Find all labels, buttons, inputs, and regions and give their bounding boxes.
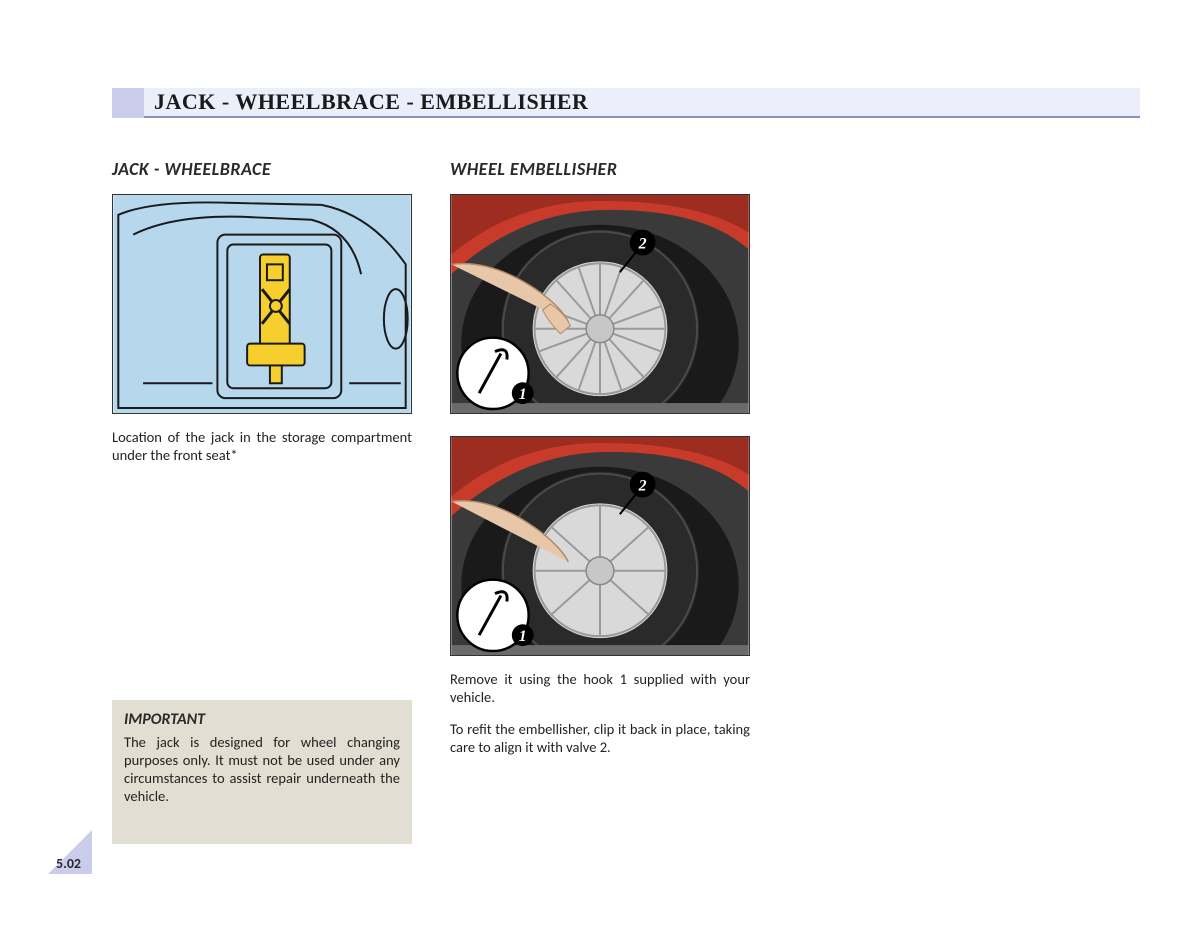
callout-1-label-b: 1 bbox=[519, 628, 527, 645]
important-title: IMPORTANT bbox=[124, 710, 400, 729]
jack-figure bbox=[112, 194, 412, 414]
embellisher-figure-bottom: 2 1 bbox=[450, 436, 750, 656]
column-left: JACK - WHEELBRACE Location of the jack i… bbox=[112, 158, 412, 464]
page-title: JACK - WHEELBRACE - EMBELLISHER bbox=[154, 89, 588, 115]
callout-2-label: 2 bbox=[638, 236, 647, 253]
page-header: JACK - WHEELBRACE - EMBELLISHER bbox=[112, 88, 1140, 118]
header-title-wrap: JACK - WHEELBRACE - EMBELLISHER bbox=[144, 88, 1140, 118]
spacer bbox=[450, 414, 750, 436]
embellisher-text-2: To refit the embellisher, clip it back i… bbox=[450, 720, 750, 756]
jack-caption: Location of the jack in the storage comp… bbox=[112, 428, 412, 464]
header-accent bbox=[112, 88, 144, 118]
embellisher-text-1: Remove it using the hook 1 supplied with… bbox=[450, 670, 750, 706]
important-text: The jack is designed for wheel changing … bbox=[124, 733, 400, 806]
important-box: IMPORTANT The jack is designed for wheel… bbox=[112, 700, 412, 844]
callout-2-label-b: 2 bbox=[638, 478, 647, 495]
column-right: WHEEL EMBELLISHER bbox=[450, 158, 750, 757]
embellisher-heading: WHEEL EMBELLISHER bbox=[450, 158, 750, 180]
page-number: 5.02 bbox=[56, 855, 81, 872]
embellisher-figure-top: 2 1 bbox=[450, 194, 750, 414]
callout-1-label: 1 bbox=[519, 386, 527, 403]
jack-heading: JACK - WHEELBRACE bbox=[112, 158, 412, 180]
